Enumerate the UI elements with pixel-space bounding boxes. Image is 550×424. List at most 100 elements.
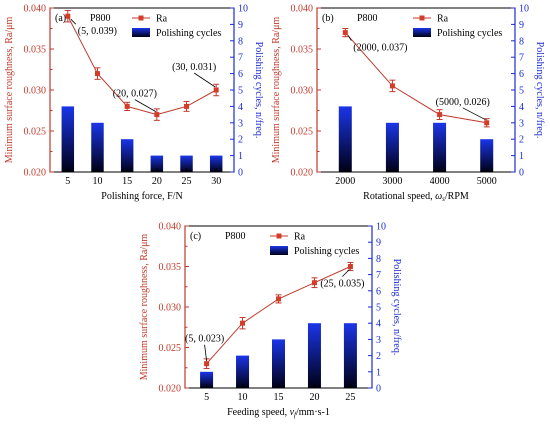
ra-point <box>124 103 130 109</box>
right-tick-label: 1 <box>376 367 381 378</box>
right-tick-label: 0 <box>519 168 524 179</box>
x-tick-label: 15 <box>274 392 284 403</box>
left-tick-label: 0.030 <box>291 86 314 97</box>
left-tick-label: 0.040 <box>291 4 314 15</box>
annotation-arrow <box>347 35 352 41</box>
x-tick-label: 25 <box>182 176 192 187</box>
right-tick-label: 3 <box>519 118 524 129</box>
right-tick-label: 1 <box>519 151 524 162</box>
right-tick-label: 2 <box>519 135 524 146</box>
bar <box>480 139 494 172</box>
x-axis-label: Polishing force, F/N <box>101 191 182 202</box>
left-tick-label: 0.030 <box>24 86 47 97</box>
ra-point <box>154 112 160 118</box>
annotation-arrow <box>134 99 157 112</box>
left-tick-label: 0.025 <box>24 127 47 138</box>
right-tick-label: 7 <box>376 270 381 281</box>
grit-label: P800 <box>90 13 111 24</box>
bar <box>385 122 399 172</box>
left-tick-label: 0.020 <box>24 168 47 179</box>
x-tick-label: 15 <box>122 176 132 187</box>
annotation-arrow <box>462 107 486 121</box>
ra-point <box>484 120 490 126</box>
bar <box>433 122 447 172</box>
grit-label: P800 <box>357 13 378 24</box>
grit-label: P800 <box>225 231 246 242</box>
ra-point <box>184 103 190 109</box>
right-tick-label: 9 <box>519 20 524 31</box>
right-tick-label: 3 <box>376 335 381 346</box>
ra-point <box>311 280 317 286</box>
annotation-arrow <box>70 18 77 25</box>
left-tick-label: 0.040 <box>24 4 47 15</box>
right-tick-label: 10 <box>376 222 386 233</box>
right-tick-label: 10 <box>238 4 248 15</box>
right-tick-label: 5 <box>519 86 524 97</box>
legend-cycles-label: Polishing cycles <box>437 28 502 39</box>
right-tick-label: 0 <box>376 384 381 395</box>
ra-point <box>342 30 348 36</box>
annotation-arrow <box>193 72 216 88</box>
x-axis-label: Rotational speed, ωs/RPM <box>363 191 469 203</box>
x-tick-label: 20 <box>152 176 162 187</box>
bar <box>343 323 357 388</box>
x-tick-label: 10 <box>238 392 248 403</box>
x-tick-label: 20 <box>309 392 319 403</box>
ra-point <box>204 361 210 367</box>
left-tick-label: 0.030 <box>159 303 182 314</box>
right-tick-label: 2 <box>238 135 243 146</box>
ra-point <box>213 87 219 93</box>
x-tick-label: 3000 <box>382 176 402 187</box>
right-axis-label: Polishing cycles, n/freq. <box>534 42 545 139</box>
ra-point <box>389 83 395 89</box>
x-tick-label: 10 <box>92 176 102 187</box>
left-tick-label: 0.025 <box>159 343 182 354</box>
legend-ra-marker <box>419 15 425 21</box>
right-tick-label: 3 <box>238 118 243 129</box>
legend-ra-label: Ra <box>294 232 306 243</box>
bar <box>120 139 134 172</box>
bar <box>338 106 352 172</box>
right-tick-label: 9 <box>376 238 381 249</box>
x-tick-label: 5 <box>65 176 70 187</box>
chart-panel-1: 0.020 0.025 0.030 0.035 0.040 0 1 2 3 4 5 6 7 8 9 10 5 10… <box>4 4 264 203</box>
left-tick-label: 0.035 <box>159 262 182 273</box>
right-tick-label: 4 <box>376 319 381 330</box>
annotation-label: (25, 0.035) <box>320 279 364 290</box>
bar <box>150 155 164 172</box>
annotation-arrow <box>204 344 207 361</box>
legend-cycles-label: Polishing cycles <box>156 28 221 39</box>
right-axis-label: Polishing cycles, n/freq. <box>253 42 264 139</box>
left-tick-label: 0.020 <box>291 168 314 179</box>
right-tick-label: 6 <box>376 286 381 297</box>
ra-point <box>276 296 281 302</box>
legend-cycles-swatch <box>132 28 150 37</box>
legend-cycles-label: Polishing cycles <box>294 246 359 257</box>
panel-label: (c) <box>190 231 201 242</box>
x-tick-label: 30 <box>211 176 221 187</box>
x-tick-label: 2000 <box>335 176 355 187</box>
right-tick-label: 7 <box>238 53 243 64</box>
x-tick-label: 4000 <box>430 176 450 187</box>
left-axis-label: Minimum surface roughness, Ra/μm <box>4 17 15 164</box>
chart-panel-3: 0.020 0.025 0.030 0.035 0.040 0 1 2 3 4 5 6 7 8 9 10 5 10… <box>139 222 402 420</box>
legend-cycles-swatch <box>270 246 288 255</box>
right-tick-label: 8 <box>238 36 243 47</box>
annotation-label: (20, 0.027) <box>113 89 157 100</box>
left-tick-label: 0.035 <box>24 45 47 56</box>
annotation-label: (5000, 0.026) <box>436 97 490 108</box>
bar <box>236 355 250 388</box>
left-axis-label: Minimum surface roughness, Ra/μm <box>139 234 150 381</box>
right-tick-label: 8 <box>519 36 524 47</box>
panel-label: (b) <box>322 13 334 24</box>
right-tick-label: 9 <box>238 20 243 31</box>
annotation-label: (5, 0.023) <box>185 334 224 345</box>
left-axis-label: Minimum surface roughness, Ra/μm <box>271 17 282 164</box>
legend-ra-marker <box>138 15 144 21</box>
x-tick-label: 25 <box>345 392 355 403</box>
ra-point <box>347 264 353 269</box>
bar <box>61 106 75 172</box>
legend-cycles-swatch <box>413 28 431 37</box>
right-tick-label: 8 <box>376 254 381 265</box>
